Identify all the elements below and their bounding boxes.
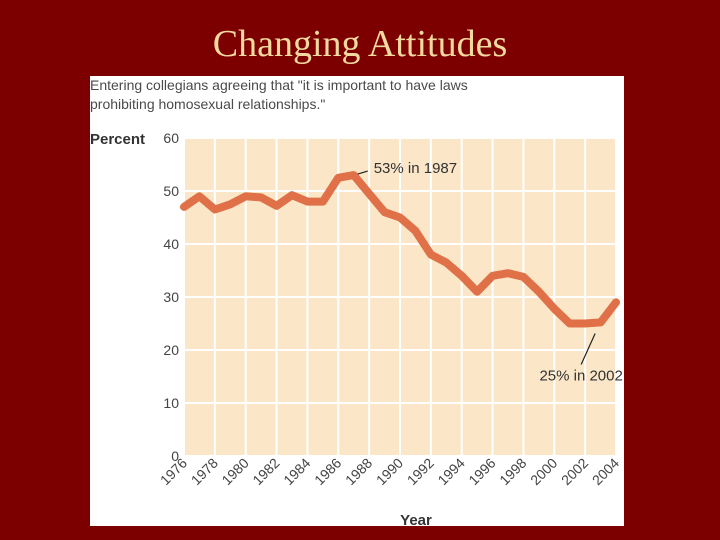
y-axis-label: Percent bbox=[90, 131, 145, 148]
chart-caption-line-1: Entering collegians agreeing that "it is… bbox=[90, 77, 468, 93]
x-tick-label-2004: 2004 bbox=[589, 455, 622, 488]
series-line bbox=[180, 171, 620, 328]
y-tick-label-40: 40 bbox=[163, 236, 179, 252]
x-axis-label: Year bbox=[400, 512, 432, 526]
x-tick-label-1988: 1988 bbox=[342, 455, 375, 488]
y-tick-label-20: 20 bbox=[163, 342, 179, 358]
x-tick-label-1980: 1980 bbox=[218, 455, 251, 488]
x-tick-label-2002: 2002 bbox=[558, 455, 591, 488]
y-tick-label-10: 10 bbox=[163, 395, 179, 411]
x-tick-label-1978: 1978 bbox=[188, 455, 221, 488]
annotations: 53% in 1987 25% in 2002 bbox=[357, 160, 623, 385]
x-tick-label-1976: 1976 bbox=[157, 455, 190, 488]
y-tick-label-0: 0 bbox=[171, 448, 179, 464]
x-tick-label-1998: 1998 bbox=[496, 455, 529, 488]
x-tick-label-2000: 2000 bbox=[527, 455, 560, 488]
y-tick-label-60: 60 bbox=[163, 130, 179, 146]
x-tick-label-1996: 1996 bbox=[465, 455, 498, 488]
x-tick-label-1990: 1990 bbox=[373, 455, 406, 488]
chart-panel: Entering collegians agreeing that "it is… bbox=[90, 76, 624, 526]
x-tick-labels: 1976197819801982198419861988199019921994… bbox=[157, 455, 622, 488]
chart-caption-line-2: prohibiting homosexual relationships." bbox=[90, 96, 326, 112]
y-tick-labels: 0 10 20 30 40 50 60 bbox=[163, 130, 179, 464]
chart-caption: Entering collegians agreeing that "it is… bbox=[90, 76, 624, 114]
x-tick-label-1984: 1984 bbox=[280, 455, 313, 488]
x-tick-label-1986: 1986 bbox=[311, 455, 344, 488]
annotation-0: 53% in 1987 bbox=[374, 160, 457, 177]
x-tick-label-1994: 1994 bbox=[434, 455, 467, 488]
y-tick-label-30: 30 bbox=[163, 289, 179, 305]
x-tick-label-1992: 1992 bbox=[404, 455, 437, 488]
slide-title: Changing Attitudes bbox=[212, 23, 508, 65]
y-tick-label-50: 50 bbox=[163, 183, 179, 199]
x-tick-label-1982: 1982 bbox=[249, 455, 282, 488]
annotation-1: 25% in 2002 bbox=[539, 368, 622, 385]
